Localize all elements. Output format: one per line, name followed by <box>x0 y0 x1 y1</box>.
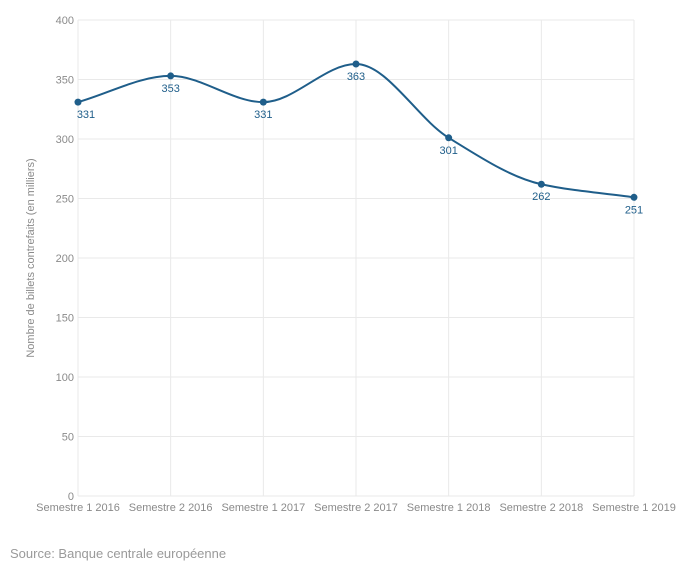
data-label: 331 <box>77 109 95 121</box>
y-tick-label: 300 <box>56 134 74 146</box>
data-point <box>445 134 453 142</box>
y-tick-label: 400 <box>56 15 74 27</box>
data-label: 353 <box>161 83 179 95</box>
data-label: 251 <box>625 204 643 216</box>
source-note: Source: Banque centrale européenne <box>10 546 227 561</box>
x-tick-label: Semestre 1 2019 <box>592 502 676 514</box>
data-labels: 331 353 331 363 301 262 251 <box>77 71 643 216</box>
y-tick-label: 350 <box>56 75 74 87</box>
data-point <box>630 193 638 201</box>
y-tick-label: 0 <box>68 491 74 503</box>
data-label: 363 <box>347 71 365 83</box>
y-axis-ticks: 0 50 100 150 200 250 300 350 400 <box>56 15 74 503</box>
data-label: 301 <box>439 145 457 157</box>
y-tick-label: 250 <box>56 194 74 206</box>
data-points <box>74 60 638 201</box>
x-tick-label: Semestre 2 2016 <box>129 502 213 514</box>
x-tick-label: Semestre 1 2018 <box>407 502 491 514</box>
line-chart: 0 50 100 150 200 250 300 350 400 Semestre 1 2016… <box>25 15 676 514</box>
x-tick-label: Semestre 1 2017 <box>221 502 305 514</box>
data-point <box>167 72 175 80</box>
y-tick-label: 50 <box>62 432 74 444</box>
x-axis-ticks: Semestre 1 2016 Semestre 2 2016 Semestre 1… <box>36 502 676 514</box>
x-tick-label: Semestre 2 2018 <box>499 502 583 514</box>
data-label: 262 <box>532 191 550 203</box>
data-point <box>74 98 82 106</box>
data-label: 331 <box>254 109 272 121</box>
data-point <box>352 60 360 68</box>
y-axis-label: Nombre de billets contrefaits (en millie… <box>25 158 37 357</box>
y-tick-label: 100 <box>56 372 74 384</box>
x-tick-label: Semestre 1 2016 <box>36 502 120 514</box>
y-tick-label: 200 <box>56 253 74 265</box>
data-point <box>537 180 545 188</box>
x-tick-label: Semestre 2 2017 <box>314 502 398 514</box>
data-point <box>259 98 267 106</box>
y-tick-label: 150 <box>56 313 74 325</box>
